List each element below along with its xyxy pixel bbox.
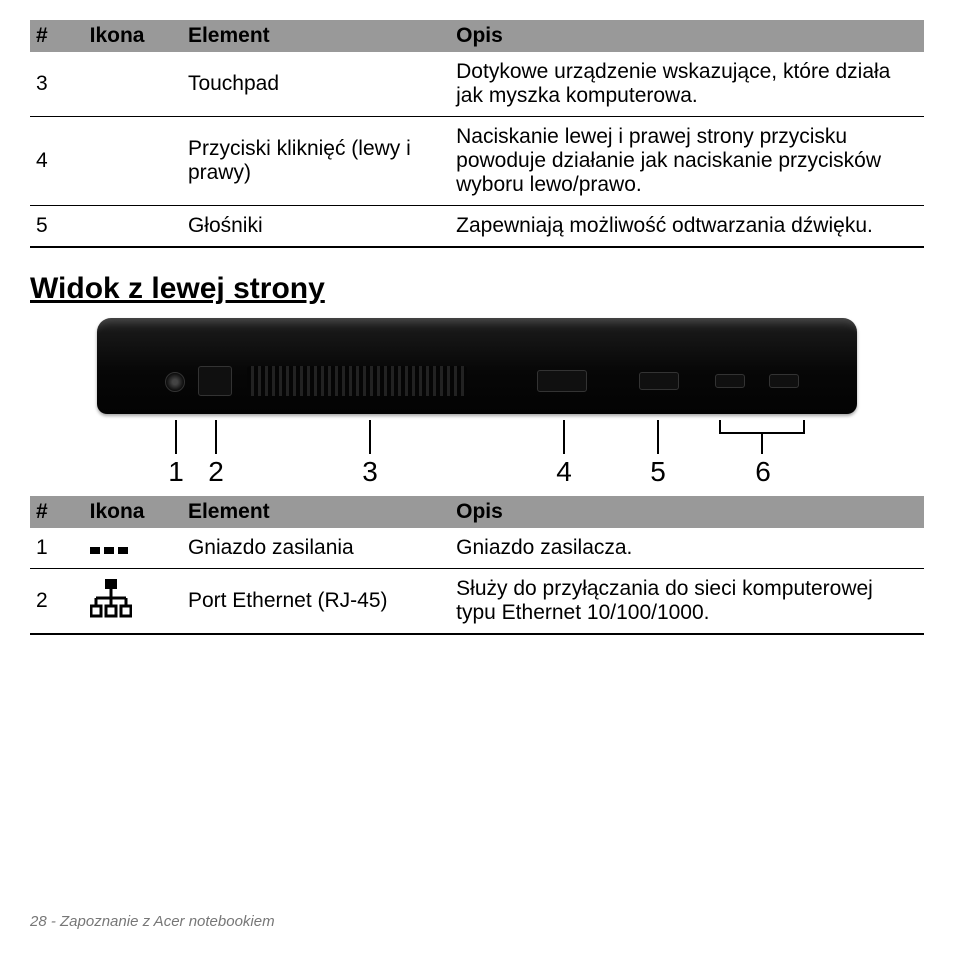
vga-port-icon xyxy=(537,370,587,392)
ethernet-icon xyxy=(90,578,132,624)
section-heading: Widok z lewej strony xyxy=(30,272,924,306)
th-desc: Opis xyxy=(450,496,924,528)
dc-power-icon xyxy=(90,547,130,554)
ethernet-port-icon xyxy=(198,366,232,396)
cell-desc: Dotykowe urządzenie wskazujące, które dz… xyxy=(450,52,924,117)
cell-desc: Zapewniają możliwość odtwarzania dźwięku… xyxy=(450,206,924,248)
cell-num: 2 xyxy=(30,569,84,635)
cell-element: Głośniki xyxy=(182,206,450,248)
callout-line xyxy=(761,434,763,454)
usb-port-2-icon xyxy=(769,374,799,388)
figure-callout: 3 xyxy=(369,420,370,488)
callout-line xyxy=(369,420,371,454)
cell-icon xyxy=(84,569,182,635)
th-element: Element xyxy=(182,496,450,528)
cell-element: Przyciski kliknięć (lewy i prawy) xyxy=(182,117,450,206)
cell-element: Touchpad xyxy=(182,52,450,117)
th-icon: Ikona xyxy=(84,20,182,52)
cell-icon xyxy=(84,528,182,569)
table-row: 3 Touchpad Dotykowe urządzenie wskazując… xyxy=(30,52,924,117)
th-num: # xyxy=(30,20,84,52)
cell-icon xyxy=(84,52,182,117)
table-row: 2 Port Ethernet (RJ-45) xyxy=(30,569,924,635)
callout-bracket-6 xyxy=(719,420,805,434)
callout-line xyxy=(657,420,659,454)
figure-callout: 6 xyxy=(762,454,763,488)
laptop-side-figure xyxy=(97,318,857,414)
power-port-icon xyxy=(165,372,185,392)
cell-icon xyxy=(84,206,182,248)
cell-icon xyxy=(84,117,182,206)
table-row: 4 Przyciski kliknięć (lewy i prawy) Naci… xyxy=(30,117,924,206)
callout-number: 3 xyxy=(357,456,383,488)
callout-line xyxy=(175,420,177,454)
cell-element: Port Ethernet (RJ-45) xyxy=(182,569,450,635)
cell-num: 5 xyxy=(30,206,84,248)
callout-number: 6 xyxy=(750,456,776,488)
callout-number: 1 xyxy=(163,456,189,488)
cell-num: 4 xyxy=(30,117,84,206)
callout-line xyxy=(563,420,565,454)
figure-callout: 4 xyxy=(563,420,564,488)
table-row: 1 Gniazdo zasilania Gniazdo zasilacza. xyxy=(30,528,924,569)
laptop-body xyxy=(97,318,857,414)
figure-callout: 5 xyxy=(657,420,658,488)
th-icon: Ikona xyxy=(84,496,182,528)
callout-number: 5 xyxy=(645,456,671,488)
cell-num: 3 xyxy=(30,52,84,117)
callout-number: 2 xyxy=(203,456,229,488)
callout-container: 12 3 4 5 6 xyxy=(97,420,857,490)
usb-port-1-icon xyxy=(715,374,745,388)
callout-line xyxy=(215,420,217,454)
page-footer: 28 - Zapoznanie z Acer notebookiem xyxy=(30,913,275,930)
cell-desc: Gniazdo zasilacza. xyxy=(450,528,924,569)
th-num: # xyxy=(30,496,84,528)
cell-desc: Naciskanie lewej i prawej strony przycis… xyxy=(450,117,924,206)
table-row: 5 Głośniki Zapewniają możliwość odtwarza… xyxy=(30,206,924,248)
figure-callout: 2 xyxy=(215,420,216,488)
th-desc: Opis xyxy=(450,20,924,52)
hdmi-port-icon xyxy=(639,372,679,390)
cell-element: Gniazdo zasilania xyxy=(182,528,450,569)
th-element: Element xyxy=(182,20,450,52)
cell-desc: Służy do przyłączania do sieci komputero… xyxy=(450,569,924,635)
cell-num: 1 xyxy=(30,528,84,569)
callout-number: 4 xyxy=(551,456,577,488)
components-table-top: # Ikona Element Opis 3 Touchpad Dotykowe… xyxy=(30,20,924,248)
figure-callout: 1 xyxy=(175,420,176,488)
vent-grille xyxy=(247,366,467,396)
components-table-left: # Ikona Element Opis 1 Gniazdo zasilania… xyxy=(30,496,924,635)
